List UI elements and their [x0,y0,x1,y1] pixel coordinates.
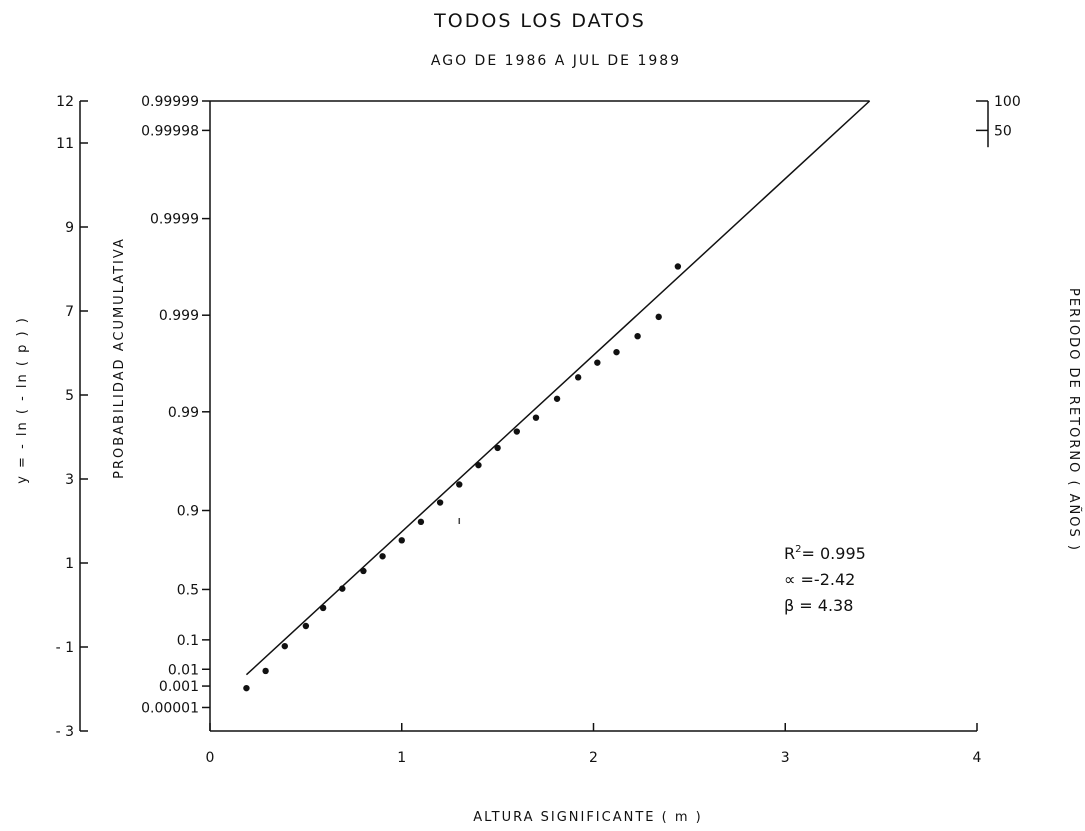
probability-tick-label-6: 0.5 [177,582,199,598]
x-axis-title: ALTURA SIGNIFICANTE ( m ) [473,810,702,825]
data-point-21 [655,313,662,321]
r2-superscript: 2 [795,544,801,555]
outer-y-tick-label-6: 1 [65,556,74,572]
x-tick-label-0: 0 [206,750,215,766]
data-point-6 [360,567,367,575]
data-point-5 [339,585,346,592]
chart-subtitle: AGO DE 1986 A JUL DE 1989 [431,53,681,69]
outer-y-tick-label-0: 12 [56,94,74,110]
data-point-1 [262,667,269,675]
data-point-10 [436,499,444,506]
data-point-20 [634,333,641,340]
outer-y-tick-label-2: 9 [65,220,74,236]
x-tick-label-3: 3 [781,750,790,766]
probability-tick-label-7: 0.1 [177,633,199,649]
data-point-8 [398,537,405,544]
alpha-annotation: ∝ =-2.42 [784,570,855,589]
probability-tick-label-3: 0.999 [159,308,199,324]
x-tick-label-4: 4 [973,750,982,766]
plot-area [210,100,871,692]
probability-tick-label-2: 0.9999 [150,212,199,228]
data-point-2 [281,642,288,650]
data-point-13 [494,444,501,452]
data-point-19 [613,348,620,356]
x-axis: 0 1 2 3 4 [206,723,982,766]
r2-value: = 0.995 [802,544,866,563]
data-point-0 [243,684,250,692]
outer-y-tick-label-1: 11 [56,136,74,152]
data-point-7 [379,553,386,560]
data-point-12 [475,461,482,469]
outer-y-axis: 12 11 9 7 5 3 1 - 1 - 3 [56,94,88,740]
outer-y-axis-title: y = - ln ( - ln ( p ) ) [15,316,30,484]
r2-prefix: R [784,544,795,563]
x-tick-label-1: 1 [397,750,406,766]
data-point-18 [594,359,601,366]
data-point-3 [302,622,310,630]
beta-annotation: β = 4.38 [784,596,853,615]
data-point-22 [674,263,682,270]
probability-axis: 0.99999 0.99998 0.9999 0.999 0.99 0.9 0.5 0.1 0.… [141,94,211,731]
probability-axis-title: PROBABILIDAD ACUMULATIVA [112,237,127,479]
probability-tick-label-8: 0.01 [168,662,199,678]
data-point-15 [532,414,540,421]
outer-y-tick-label-3: 7 [65,304,74,320]
probability-tick-label-10: 0.00001 [141,700,199,716]
data-point-11 [456,481,463,488]
x-tick-label-2: 2 [589,750,598,766]
probability-tick-label-1: 0.99998 [141,123,199,139]
return-period-tick-label-0: 100 [994,94,1021,110]
outer-y-tick-label-5: 3 [65,472,74,488]
return-period-axis: 100 50 [976,94,1021,148]
return-period-axis-title: PERIODO DE RETORNO ( AÑOS ) [1066,288,1082,552]
outer-y-tick-label-4: 5 [65,388,74,404]
probability-tick-label-4: 0.99 [168,405,199,421]
chart-title: TODOS LOS DATOS [433,10,646,32]
fit-line [245,100,871,676]
probability-tick-label-5: 0.9 [177,504,199,520]
outer-y-tick-label-8: - 3 [56,724,74,740]
data-point-4 [319,604,327,612]
data-point-16 [553,395,561,402]
data-point-9 [417,518,425,526]
r2-annotation: R2= 0.995 [784,544,866,563]
probability-tick-label-9: 0.001 [159,679,199,695]
probability-tick-label-0: 0.99999 [141,94,199,110]
fit-stats: R2= 0.995 ∝ =-2.42 β = 4.38 [784,544,866,615]
data-point-14 [513,428,520,435]
return-period-tick-label-1: 50 [994,123,1012,139]
outer-y-tick-label-7: - 1 [56,640,74,656]
data-point-17 [574,374,582,381]
